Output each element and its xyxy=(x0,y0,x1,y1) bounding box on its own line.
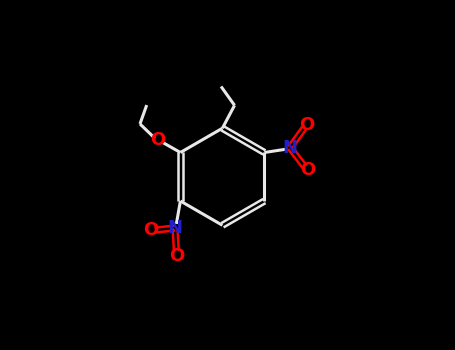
Text: O: O xyxy=(150,131,165,148)
Text: N: N xyxy=(167,219,182,237)
Text: O: O xyxy=(300,161,315,179)
Text: O: O xyxy=(169,247,184,265)
Text: N: N xyxy=(283,139,298,157)
Text: O: O xyxy=(143,221,159,239)
Text: O: O xyxy=(299,116,314,134)
